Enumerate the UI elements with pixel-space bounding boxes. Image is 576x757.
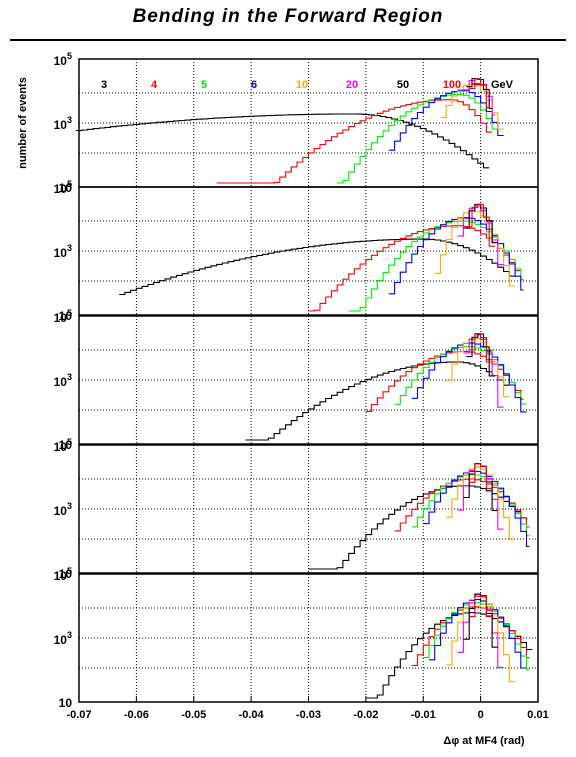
y-tick-label: 10	[59, 696, 73, 710]
y-tick-label: 10	[59, 181, 73, 195]
x-axis-label: Δφ at MF4 (rad)	[443, 735, 525, 747]
legend-entry-10: 10	[296, 79, 308, 91]
y-tick-label: 10	[59, 438, 73, 452]
histogram-series-100-gev	[469, 463, 493, 489]
histogram-series-6-gev	[388, 90, 504, 151]
y-tick-label: 105	[54, 566, 72, 583]
y-tick-label: 105	[54, 308, 72, 325]
histogram-series-5-gev	[411, 474, 530, 537]
panel-frame	[78, 444, 539, 574]
x-tick-label: -0.06	[124, 709, 149, 721]
histogram-series-100-gev	[469, 595, 493, 618]
y-tick-label: 10	[59, 567, 73, 581]
legend: 3 4 5 6 10 20 50 100 GeV	[101, 79, 514, 91]
y-tick-label: 103	[54, 115, 72, 132]
histogram-series-6-gev	[423, 470, 530, 547]
panel-5: 105 103 10	[54, 566, 539, 710]
histogram-series-4-gev	[216, 99, 493, 184]
histogram-series-6-gev	[429, 599, 527, 669]
legend-entry-20: 20	[346, 79, 358, 91]
legend-entry-100: 100	[443, 79, 461, 91]
panel-4: 105 103 10	[54, 437, 539, 581]
histogram-series-100-gev	[469, 78, 490, 109]
histogram-series-3-gev	[119, 238, 516, 296]
panels-group: 1051031010510310105103101051031010510310…	[54, 51, 539, 710]
histogram-series-10-gev	[446, 595, 516, 683]
legend-unit: GeV	[491, 79, 514, 91]
histogram-series-50-gev	[463, 203, 498, 243]
legend-entry-50: 50	[397, 79, 409, 91]
histogram-series-3-gev	[245, 361, 510, 441]
panel-frame	[78, 186, 539, 316]
legend-entry-4: 4	[151, 79, 158, 91]
title-rule	[10, 39, 566, 41]
legend-entry-5: 5	[201, 79, 207, 91]
histogram-series-3-gev	[365, 612, 533, 699]
legend-entry-6: 6	[251, 79, 257, 91]
legend-entry-3: 3	[101, 79, 107, 91]
y-axis-label: number of events	[17, 77, 29, 169]
y-tick-label: 103	[54, 501, 72, 518]
x-tick-label: -0.05	[181, 709, 206, 721]
histogram-series-100-gev	[469, 332, 493, 363]
y-tick-label: 103	[54, 372, 72, 389]
histogram-series-10-gev	[446, 466, 516, 540]
y-tick-label: 105	[54, 51, 72, 68]
y-tick-label: 105	[54, 179, 72, 196]
histogram-series-10-gev	[446, 337, 510, 398]
x-tick-label: 0	[478, 709, 484, 721]
histogram-series-5-gev	[337, 93, 498, 184]
x-tick-label: -0.01	[411, 709, 436, 721]
y-tick-label: 103	[54, 630, 72, 647]
panel-2: 105 103 10	[54, 179, 539, 323]
panel-frame	[78, 315, 539, 445]
histogram-series-4-gev	[365, 350, 524, 412]
x-axis: -0.07 -0.06 -0.05 -0.04 -0.03 -0.02 -0.01 0 0.01	[66, 696, 549, 721]
histogram-series-3-gev	[76, 113, 490, 169]
histogram-series-5-gev	[423, 602, 530, 671]
y-tick-label: 103	[54, 243, 72, 260]
histogram-series-100-gev	[466, 203, 495, 247]
x-tick-label: -0.03	[296, 709, 321, 721]
x-tick-label: -0.07	[66, 709, 91, 721]
panel-3: 105 103 10	[54, 308, 539, 452]
x-tick-label: -0.02	[353, 709, 378, 721]
x-tick-label: 0.01	[527, 709, 548, 721]
y-tick-label: 10	[59, 309, 73, 323]
histogram-series-4-gev	[308, 225, 521, 312]
histogram-series-50-gev	[463, 593, 498, 648]
x-tick-label: -0.04	[239, 709, 265, 721]
y-tick-label: 105	[54, 437, 72, 454]
chart-title: Bending in the Forward Region	[132, 6, 444, 27]
